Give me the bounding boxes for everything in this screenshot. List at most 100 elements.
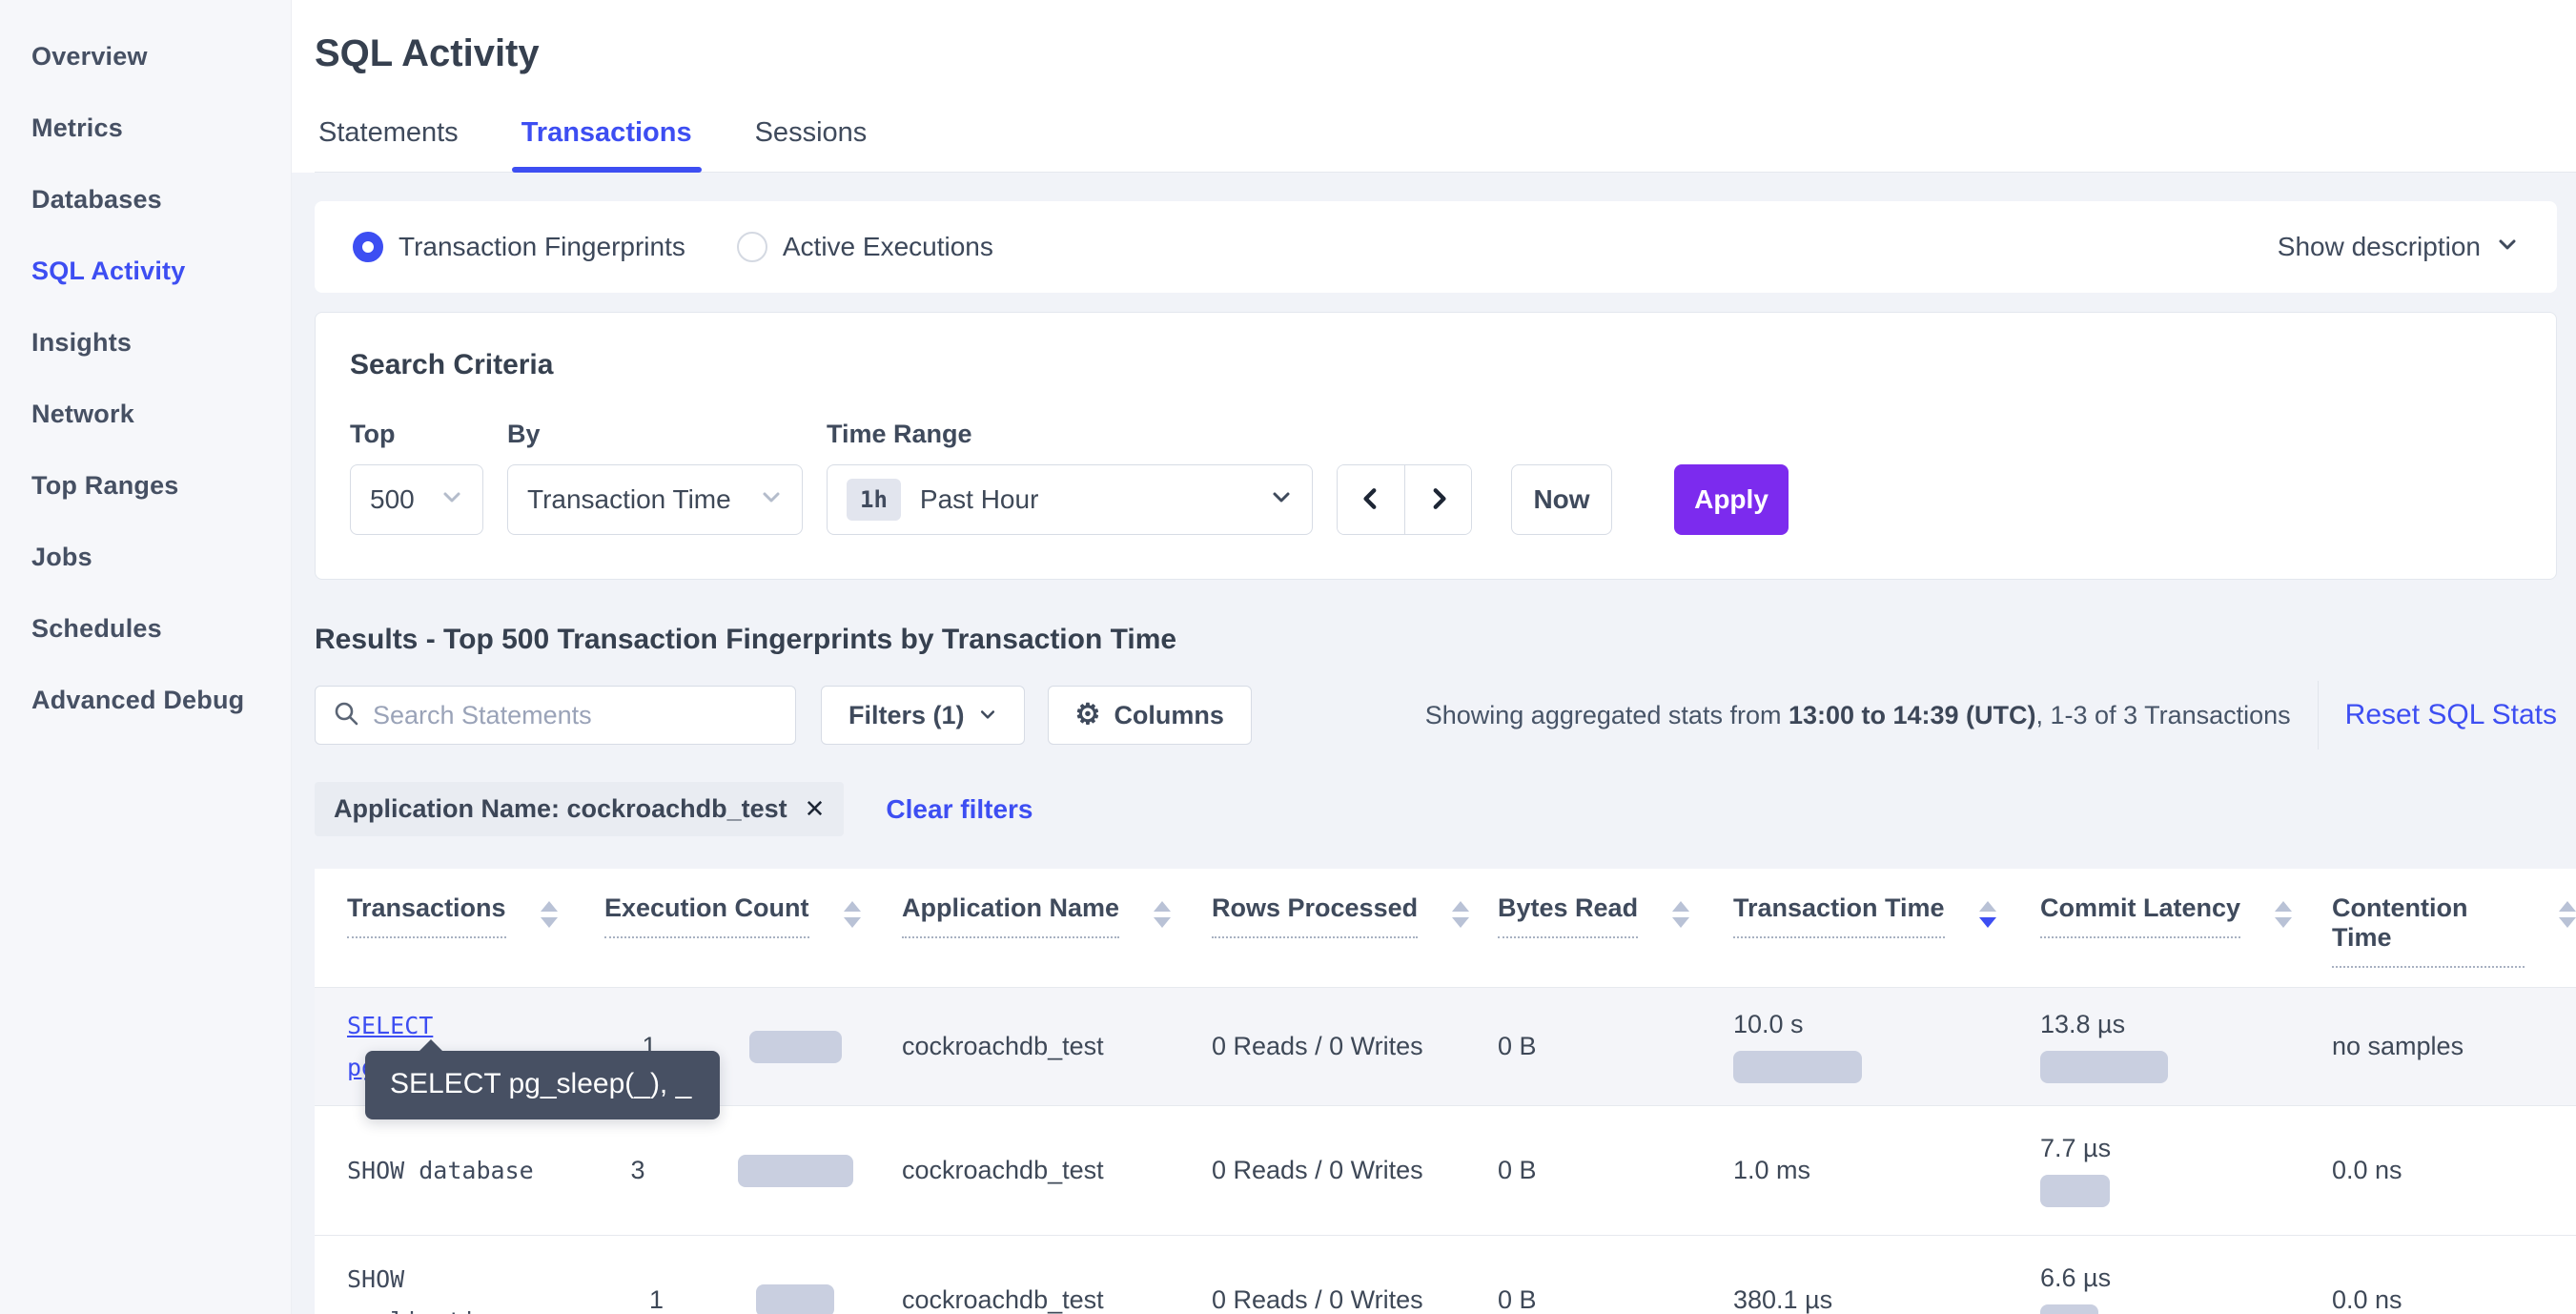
bytes-read-cell: 0 B bbox=[1498, 1106, 1733, 1235]
radio-unchecked-icon bbox=[736, 232, 767, 262]
commit-latency-cell: 6.6 µs bbox=[2040, 1236, 2332, 1314]
transaction-cell: SHOW application_name bbox=[347, 1236, 604, 1314]
sort-arrows-icon[interactable] bbox=[1452, 901, 1470, 928]
table-row: SHOW application_name 1 cockroachdb_test 0 … bbox=[315, 1235, 2576, 1314]
by-select[interactable]: Transaction Time bbox=[507, 464, 803, 535]
column-header-transactions[interactable]: Transactions bbox=[347, 893, 604, 987]
radio-option-active-executions[interactable]: Active Executions bbox=[736, 232, 993, 262]
sort-arrows-icon[interactable] bbox=[2559, 901, 2576, 928]
sort-desc-icon bbox=[1672, 917, 1690, 928]
tab-statements[interactable]: Statements bbox=[318, 117, 459, 148]
sort-arrows-icon[interactable] bbox=[1978, 901, 1996, 928]
column-header-label: Contention Time bbox=[2332, 893, 2525, 968]
sort-desc-icon bbox=[843, 917, 861, 928]
search-statements-input[interactable] bbox=[373, 700, 778, 730]
search-criteria-heading: Search Criteria bbox=[350, 349, 554, 380]
aggregated-stats-text: Showing aggregated stats from 13:00 to 1… bbox=[1425, 701, 2291, 730]
clear-filters-link[interactable]: Clear filters bbox=[886, 793, 1033, 824]
column-header-execution-count[interactable]: Execution Count bbox=[604, 893, 902, 987]
commit-latency-value: 6.6 µs bbox=[2040, 1263, 2112, 1292]
sidebar-item-network[interactable]: Network bbox=[31, 400, 134, 428]
sidebar-nav: Overview Metrics Databases SQL Activity Insi… bbox=[0, 21, 291, 736]
application-name-cell: cockroachdb_test bbox=[902, 1236, 1212, 1314]
filters-button-label: Filters (1) bbox=[848, 700, 965, 729]
transaction-time-cell: 10.0 s bbox=[1733, 988, 2040, 1105]
sort-arrows-icon[interactable] bbox=[540, 901, 558, 928]
show-description-toggle[interactable]: Show description bbox=[2278, 232, 2519, 262]
top-select[interactable]: 500 bbox=[350, 464, 483, 535]
results-controls-row: Filters (1) ⚙ Columns Showing aggregated… bbox=[315, 681, 2557, 749]
contention-time-cell: 0.0 ns bbox=[2332, 1106, 2576, 1235]
time-shift-forward-button[interactable] bbox=[1404, 465, 1471, 534]
filter-pill: Application Name: cockroachdb_test ✕ bbox=[315, 782, 845, 836]
bytes-read-value: 0 B bbox=[1498, 1156, 1537, 1184]
close-icon[interactable]: ✕ bbox=[804, 794, 826, 823]
reset-sql-stats-link[interactable]: Reset SQL Stats bbox=[2344, 699, 2557, 730]
tab-transactions[interactable]: Transactions bbox=[511, 117, 702, 173]
application-name-value: cockroachdb_test bbox=[902, 1032, 1104, 1060]
column-header-application-name[interactable]: Application Name bbox=[902, 893, 1212, 987]
stats-area: Showing aggregated stats from 13:00 to 1… bbox=[1425, 681, 2557, 749]
sort-desc-icon bbox=[2559, 917, 2576, 928]
time-shift-back-button[interactable] bbox=[1338, 465, 1404, 534]
chevron-down-icon bbox=[760, 484, 783, 515]
tab-bar: Statements Transactions Sessions bbox=[315, 117, 2576, 173]
column-header-contention-time[interactable]: Contention Time bbox=[2332, 893, 2576, 987]
column-header-bytes-read[interactable]: Bytes Read bbox=[1498, 893, 1733, 987]
tab-sessions[interactable]: Sessions bbox=[754, 117, 868, 148]
now-button[interactable]: Now bbox=[1511, 464, 1612, 535]
sidebar-item-advanced-debug[interactable]: Advanced Debug bbox=[31, 686, 245, 714]
contention-time-cell: 0.0 ns bbox=[2332, 1236, 2576, 1314]
filters-button[interactable]: Filters (1) bbox=[821, 686, 1025, 745]
time-shift-buttons bbox=[1337, 464, 1472, 535]
results-heading: Results - Top 500 Transaction Fingerprin… bbox=[315, 624, 1177, 655]
rows-processed-value: 0 Reads / 0 Writes bbox=[1212, 1285, 1423, 1314]
sidebar-item-sql-activity[interactable]: SQL Activity bbox=[31, 257, 186, 285]
sort-asc-icon bbox=[2275, 901, 2293, 912]
execution-count-cell: 1 bbox=[604, 1236, 902, 1314]
time-range-select[interactable]: 1h Past Hour bbox=[827, 464, 1313, 535]
application-name-value: cockroachdb_test bbox=[902, 1285, 1104, 1314]
sidebar: Overview Metrics Databases SQL Activity Insi… bbox=[0, 0, 292, 1314]
sort-arrows-icon[interactable] bbox=[1672, 901, 1690, 928]
sort-asc-icon bbox=[540, 901, 558, 912]
sidebar-item-jobs[interactable]: Jobs bbox=[31, 543, 92, 571]
sort-arrows-icon[interactable] bbox=[2275, 901, 2293, 928]
sidebar-item-top-ranges[interactable]: Top Ranges bbox=[31, 471, 179, 500]
statement-tooltip: SELECT pg_sleep(_), _ bbox=[365, 1039, 721, 1119]
columns-button[interactable]: ⚙ Columns bbox=[1047, 686, 1252, 745]
sidebar-item-databases[interactable]: Databases bbox=[31, 185, 162, 214]
column-header-label: Transactions bbox=[347, 893, 506, 938]
transaction-time-value: 10.0 s bbox=[1733, 1010, 1804, 1038]
execution-count-value: 1 bbox=[649, 1285, 664, 1314]
transaction-time-value: 1.0 ms bbox=[1733, 1156, 1811, 1184]
transaction-text: SHOW application_name bbox=[347, 1264, 577, 1314]
by-field: By Transaction Time bbox=[507, 420, 803, 535]
execution-count-value: 3 bbox=[630, 1156, 645, 1184]
column-header-label: Rows Processed bbox=[1212, 893, 1419, 938]
column-header-rows-processed[interactable]: Rows Processed bbox=[1212, 893, 1498, 987]
sidebar-item-metrics[interactable]: Metrics bbox=[31, 113, 123, 142]
column-header-commit-latency[interactable]: Commit Latency bbox=[2040, 893, 2332, 987]
sidebar-item-insights[interactable]: Insights bbox=[31, 328, 133, 357]
search-statements-box bbox=[315, 686, 796, 745]
rows-processed-cell: 0 Reads / 0 Writes bbox=[1212, 1236, 1498, 1314]
table-header-row: Transactions Execution Count Application N… bbox=[315, 869, 2576, 987]
column-header-transaction-time[interactable]: Transaction Time bbox=[1733, 893, 2040, 987]
apply-button[interactable]: Apply bbox=[1674, 464, 1789, 535]
view-radio-group: Transaction Fingerprints Active Execution… bbox=[353, 232, 993, 262]
tooltip-text: SELECT pg_sleep(_), _ bbox=[390, 1068, 692, 1099]
commit-latency-bar bbox=[2040, 1304, 2098, 1314]
sort-desc-icon bbox=[1978, 917, 1996, 928]
by-select-value: Transaction Time bbox=[527, 484, 731, 514]
sort-arrows-icon[interactable] bbox=[1154, 901, 1172, 928]
sidebar-item-schedules[interactable]: Schedules bbox=[31, 614, 162, 643]
sort-arrows-icon[interactable] bbox=[843, 901, 861, 928]
sort-asc-icon bbox=[1452, 901, 1470, 912]
commit-latency-cell: 7.7 µs bbox=[2040, 1106, 2332, 1235]
top-field: Top 500 bbox=[350, 420, 483, 535]
sidebar-item-overview[interactable]: Overview bbox=[31, 42, 148, 71]
transaction-time-cell: 380.1 µs bbox=[1733, 1236, 2040, 1314]
radio-option-transaction-fingerprints[interactable]: Transaction Fingerprints bbox=[353, 232, 685, 262]
